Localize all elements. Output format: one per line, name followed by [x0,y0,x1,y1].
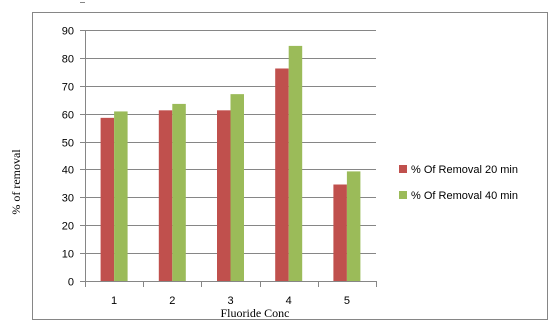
bar [158,110,173,281]
bar [288,45,303,281]
bar [275,68,289,281]
x-tick-label: 3 [227,295,233,307]
y-tick-label: 70 [62,82,74,94]
bars [100,45,361,282]
legend: % Of Removal 20 min % Of Removal 40 min [399,164,518,202]
bar [114,111,128,282]
y-tick-labels: 0 10 20 30 40 50 60 70 80 90 [62,26,74,289]
legend-label: % Of Removal 40 min [411,190,518,202]
y-tick-label: 30 [62,193,74,205]
legend-swatch [399,165,407,173]
y-tick-label: 80 [62,54,74,66]
x-tick-label: 5 [344,295,350,307]
bar [100,117,115,281]
x-axis-title: Fluoride Conc [221,306,290,320]
y-tick-label: 40 [62,165,74,177]
bar [217,110,231,281]
x-tick-labels: 1 2 3 4 5 [111,295,350,307]
axes [80,2,377,287]
y-tick-label: 90 [62,26,74,38]
y-tick-label: 60 [62,110,74,122]
bar [230,94,244,282]
y-axis-title: % of removal [9,149,23,215]
x-tick-label: 1 [111,295,117,307]
x-tick-label: 4 [286,295,292,307]
bar [333,184,347,281]
legend-swatch [399,191,407,199]
y-tick-label: 0 [68,277,74,289]
y-tick-label: 10 [62,249,74,261]
bar [346,171,361,281]
y-tick-label: 20 [62,221,74,233]
x-tick-label: 2 [169,295,175,307]
y-tick-label: 50 [62,138,74,150]
legend-label: % Of Removal 20 min [411,164,518,176]
bar [172,103,186,282]
